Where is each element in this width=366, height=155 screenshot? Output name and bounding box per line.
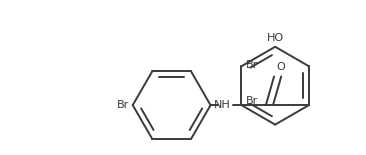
Text: NH: NH: [214, 100, 231, 110]
Text: HO: HO: [266, 33, 284, 43]
Text: Br: Br: [246, 96, 258, 106]
Text: Br: Br: [116, 100, 128, 110]
Text: O: O: [277, 62, 285, 72]
Text: Br: Br: [246, 60, 258, 70]
